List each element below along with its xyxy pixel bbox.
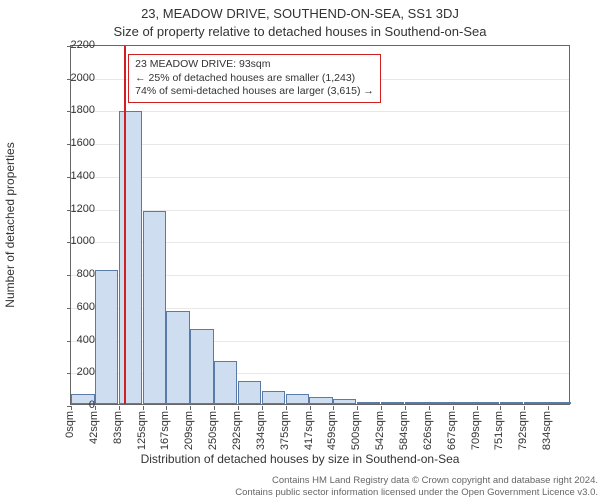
histogram-bar [190,329,213,404]
footer-line-1: Contains HM Land Registry data © Crown c… [0,475,598,486]
xtick-mark [238,406,239,410]
annotation-box: 23 MEADOW DRIVE: 93sqm← 25% of detached … [128,54,381,103]
xtick-mark [166,406,167,410]
histogram-bar [500,402,523,404]
xtick-mark [333,406,334,410]
xtick-label: 375sqm [279,411,291,450]
xtick-label: 626sqm [422,411,434,450]
chart-title-address: 23, MEADOW DRIVE, SOUTHEND-ON-SEA, SS1 3… [0,6,600,21]
histogram-bar [214,361,237,404]
xtick-label: 834sqm [541,411,553,450]
histogram-bar [476,402,499,404]
xtick-label: 83sqm [112,411,124,444]
histogram-bar [238,381,261,404]
xtick-label: 250sqm [207,411,219,450]
histogram-bar [166,311,189,404]
xtick-mark [405,406,406,410]
xtick-label: 709sqm [470,411,482,450]
xtick-mark [214,406,215,410]
histogram-bar [357,402,380,404]
xtick-mark [190,406,191,410]
histogram-bar [428,402,451,404]
histogram-bar [452,402,475,404]
annotation-line: ← 25% of detached houses are smaller (1,… [135,72,374,86]
ytick-label: 400 [55,334,95,346]
xtick-label: 209sqm [183,411,195,450]
chart-container: 23, MEADOW DRIVE, SOUTHEND-ON-SEA, SS1 3… [0,0,600,500]
xtick-label: 167sqm [159,411,171,450]
ytick-label: 1600 [55,137,95,149]
ytick-label: 200 [55,366,95,378]
histogram-bar [381,402,404,404]
xtick-label: 42sqm [88,411,100,444]
annotation-line: 23 MEADOW DRIVE: 93sqm [135,58,374,72]
xtick-mark [286,406,287,410]
gridline [71,144,569,145]
xtick-label: 125sqm [136,411,148,450]
xtick-mark [429,406,430,410]
ytick-label: 2200 [55,39,95,51]
footer-line-2: Contains public sector information licen… [0,487,598,498]
ytick-label: 1000 [55,235,95,247]
ytick-label: 0 [55,399,95,411]
gridline [71,177,569,178]
xtick-label: 542sqm [374,411,386,450]
xtick-label: 667sqm [446,411,458,450]
annotation-line: 74% of semi-detached houses are larger (… [135,85,374,99]
xtick-label: 334sqm [255,411,267,450]
ytick-label: 2000 [55,72,95,84]
footer-attribution: Contains HM Land Registry data © Crown c… [0,475,598,498]
ytick-label: 1400 [55,170,95,182]
xtick-mark [453,406,454,410]
xtick-mark [381,406,382,410]
histogram-bar [309,397,332,404]
xtick-label: 751sqm [493,411,505,450]
chart-title-description: Size of property relative to detached ho… [0,24,600,39]
xtick-label: 584sqm [398,411,410,450]
xtick-mark [310,406,311,410]
histogram-bar [95,270,118,404]
xtick-mark [262,406,263,410]
xtick-mark [524,406,525,410]
gridline [71,111,569,112]
histogram-bar [333,399,356,404]
x-axis-label: Distribution of detached houses by size … [0,452,600,466]
xtick-mark [500,406,501,410]
xtick-label: 417sqm [303,411,315,450]
ytick-label: 800 [55,268,95,280]
ytick-label: 1200 [55,203,95,215]
histogram-bar [286,394,309,404]
histogram-bar [262,391,285,404]
xtick-label: 459sqm [326,411,338,450]
xtick-label: 792sqm [517,411,529,450]
xtick-mark [477,406,478,410]
ytick-label: 600 [55,301,95,313]
histogram-bar [119,111,142,404]
y-axis-label: Number of detached properties [3,142,17,307]
histogram-bar [143,211,166,404]
xtick-label: 0sqm [64,411,76,438]
xtick-mark [548,406,549,410]
xtick-mark [143,406,144,410]
histogram-bar [524,402,547,404]
xtick-label: 292sqm [231,411,243,450]
xtick-mark [119,406,120,410]
histogram-bar [405,402,428,404]
xtick-label: 500sqm [350,411,362,450]
plot-area: 23 MEADOW DRIVE: 93sqm← 25% of detached … [70,45,570,405]
histogram-bar [547,402,570,404]
xtick-mark [357,406,358,410]
property-marker-line [124,46,126,404]
ytick-label: 1800 [55,104,95,116]
